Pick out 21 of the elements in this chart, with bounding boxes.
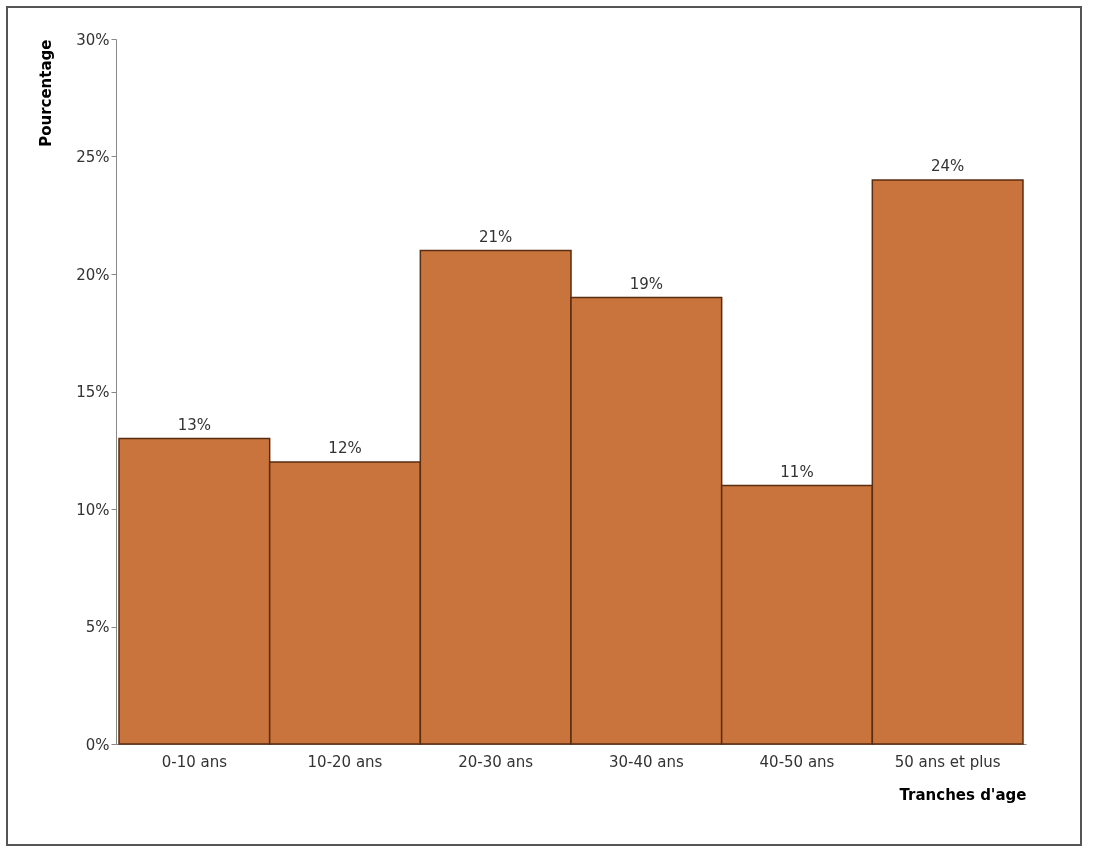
- y-tick-label: 15%: [76, 383, 110, 401]
- data-label: 24%: [930, 157, 965, 175]
- x-tick-label: 30-40 ans: [608, 752, 684, 771]
- x-tick-label: 50 ans et plus: [894, 752, 1001, 771]
- x-axis-title: Tranches d'age: [899, 785, 1027, 804]
- data-label: 19%: [629, 274, 663, 293]
- data-label: 11%: [780, 462, 814, 481]
- data-label: 12%: [328, 439, 362, 457]
- y-tick-label: 20%: [76, 265, 110, 284]
- x-tick-label: 0-10 ans: [161, 752, 228, 771]
- y-axis-title: Pourcentage: [37, 39, 56, 147]
- data-label: 21%: [479, 227, 513, 246]
- data-label: 13%: [177, 415, 212, 434]
- y-tick-label: 5%: [85, 618, 110, 636]
- y-tick-label: 10%: [76, 500, 110, 519]
- x-tick-label: 20-30 ans: [458, 752, 534, 771]
- y-tick-label: 0%: [85, 735, 110, 754]
- x-tick-label: 40-50 ans: [759, 752, 835, 771]
- x-tick-label: 10-20 ans: [307, 752, 383, 771]
- y-tick-label: 25%: [76, 148, 110, 166]
- y-tick-label: 30%: [76, 30, 110, 49]
